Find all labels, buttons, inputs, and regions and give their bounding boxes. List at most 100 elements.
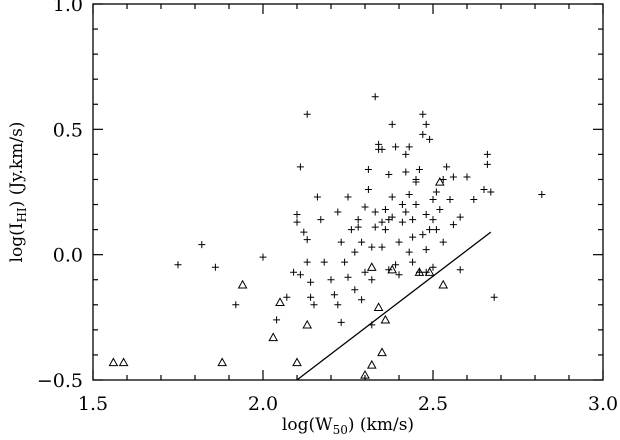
plus-point (174, 261, 182, 269)
plus-point (405, 143, 413, 151)
plus-point (490, 293, 498, 301)
plus-point (409, 216, 417, 224)
plus-point (402, 168, 410, 176)
plus-point (436, 206, 444, 214)
plus-point (483, 160, 491, 168)
plus-point (378, 145, 386, 153)
plus-point (487, 188, 495, 196)
plus-point (337, 318, 345, 326)
plus-point (344, 193, 352, 201)
plus-point (388, 120, 396, 128)
plus-point (358, 296, 366, 304)
triangle-point (366, 262, 377, 271)
plus-point (432, 188, 440, 196)
plus-point (337, 238, 345, 246)
plus-point (422, 120, 430, 128)
plus-point (341, 258, 349, 266)
plus-point (378, 218, 386, 226)
x-axis-label: log(W50) (km/s) (282, 415, 414, 437)
x-tick-label: 3.0 (588, 393, 618, 415)
triangle-point (424, 267, 435, 276)
plus-point (232, 301, 240, 309)
x-tick-label: 1.5 (78, 393, 108, 415)
triangle-point (275, 297, 285, 306)
triangle-point (438, 279, 449, 289)
plus-point (419, 130, 427, 138)
plus-point (368, 321, 376, 329)
plus-point (456, 266, 464, 274)
plus-point (320, 258, 328, 266)
plus-point (344, 273, 352, 281)
plus-point (385, 170, 393, 178)
plus-point (456, 213, 464, 221)
plus-point (198, 241, 206, 249)
x-tick-label: 2.5 (418, 393, 448, 415)
plus-point (432, 226, 440, 234)
plus-point (300, 228, 308, 236)
triangle-point (302, 319, 313, 329)
plus-point (313, 193, 321, 201)
plus-point (426, 135, 434, 143)
plus-point (310, 301, 318, 309)
plus-point (293, 218, 301, 226)
plus-point (361, 203, 369, 211)
triangle-point (380, 314, 391, 324)
triangle-point (360, 369, 370, 379)
y-tick-label: 0.5 (53, 119, 83, 141)
plus-point (361, 268, 369, 276)
plus-point (429, 216, 437, 224)
plus-point (368, 276, 376, 284)
triangle-point (414, 267, 425, 276)
plus-point (327, 276, 335, 284)
plus-point (351, 286, 359, 294)
plus-point (480, 185, 488, 193)
triangle-point (118, 357, 129, 367)
plus-point (405, 248, 413, 256)
plus-point (381, 206, 389, 214)
plus-point (402, 208, 410, 216)
fit-lines (296, 231, 492, 381)
plus-point (307, 293, 315, 301)
plus-point (422, 211, 430, 219)
plus-point (419, 231, 427, 239)
plus-point (290, 268, 298, 276)
plus-point (409, 258, 417, 266)
plus-point (296, 163, 304, 171)
plus-point (422, 246, 430, 254)
plus-point (439, 238, 447, 246)
plus-point (392, 143, 400, 151)
plus-point (405, 191, 413, 199)
plus-point (409, 233, 417, 241)
y-tick-label: −0.5 (37, 370, 83, 392)
plus-point (395, 271, 403, 279)
plus-point (412, 201, 420, 209)
plus-point (368, 243, 376, 251)
plus-point (364, 165, 372, 173)
plus-point (538, 191, 546, 199)
plus-point (429, 196, 437, 204)
triangle-point (366, 359, 377, 369)
plus-point (296, 271, 304, 279)
plus-point (211, 263, 219, 271)
triangle-point (373, 302, 384, 312)
y-axis-label: log(IHI) (Jy.km/s) (7, 122, 29, 263)
y-tick-label: 1.0 (53, 0, 83, 16)
plus-point (371, 93, 379, 101)
plus-point (470, 196, 478, 204)
plus-point (371, 223, 379, 231)
plus-point (398, 218, 406, 226)
plus-point (371, 208, 379, 216)
trend-line (296, 231, 492, 381)
plus-point (293, 211, 301, 219)
data-points (108, 93, 546, 379)
plus-point (307, 278, 315, 286)
plus-point (402, 150, 410, 158)
plus-point (381, 226, 389, 234)
plus-point (426, 226, 434, 234)
plot-frame (92, 3, 604, 381)
plus-point (283, 293, 291, 301)
plus-point (463, 173, 471, 181)
plus-point (392, 261, 400, 269)
plus-point (412, 175, 420, 183)
